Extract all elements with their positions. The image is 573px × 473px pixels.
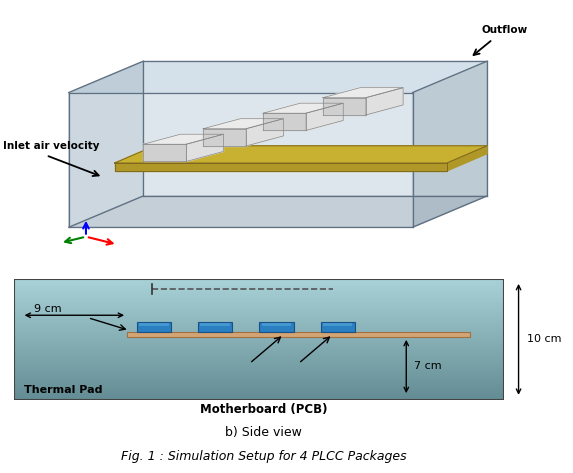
Text: Outflow: Outflow (481, 25, 527, 35)
Polygon shape (203, 129, 246, 146)
Polygon shape (447, 146, 487, 171)
Polygon shape (69, 196, 487, 228)
Text: Motherboard (PCB): Motherboard (PCB) (200, 403, 327, 416)
Text: 7 cm: 7 cm (414, 361, 441, 371)
Bar (323, 323, 352, 326)
Polygon shape (413, 61, 487, 228)
Polygon shape (69, 61, 487, 93)
Polygon shape (115, 163, 447, 171)
Text: Thermal Pad: Thermal Pad (24, 385, 103, 395)
Text: a) Isometric View: a) Isometric View (232, 285, 341, 298)
Polygon shape (323, 88, 403, 98)
Bar (260, 323, 293, 332)
Polygon shape (366, 88, 403, 115)
Bar (198, 323, 232, 332)
Bar (320, 323, 355, 332)
Bar (127, 332, 470, 337)
Polygon shape (69, 61, 143, 228)
Polygon shape (143, 134, 223, 144)
Bar (139, 323, 168, 326)
Polygon shape (115, 146, 487, 163)
Polygon shape (203, 119, 284, 129)
Polygon shape (263, 103, 343, 113)
Polygon shape (306, 103, 343, 131)
Polygon shape (143, 61, 487, 196)
Text: Inlet air velocity: Inlet air velocity (3, 141, 99, 151)
Text: b) Side view: b) Side view (225, 426, 302, 439)
Text: Fig. 1 : Simulation Setup for 4 PLCC Packages: Fig. 1 : Simulation Setup for 4 PLCC Pac… (121, 450, 406, 463)
Polygon shape (246, 119, 284, 146)
Polygon shape (143, 144, 186, 161)
Bar (137, 323, 171, 332)
Bar (201, 323, 230, 326)
Polygon shape (69, 93, 413, 228)
Bar (262, 323, 291, 326)
Polygon shape (186, 134, 223, 161)
Polygon shape (323, 98, 366, 115)
Polygon shape (263, 113, 306, 131)
Text: 9 cm: 9 cm (34, 304, 61, 314)
Text: 10 cm: 10 cm (527, 334, 562, 344)
